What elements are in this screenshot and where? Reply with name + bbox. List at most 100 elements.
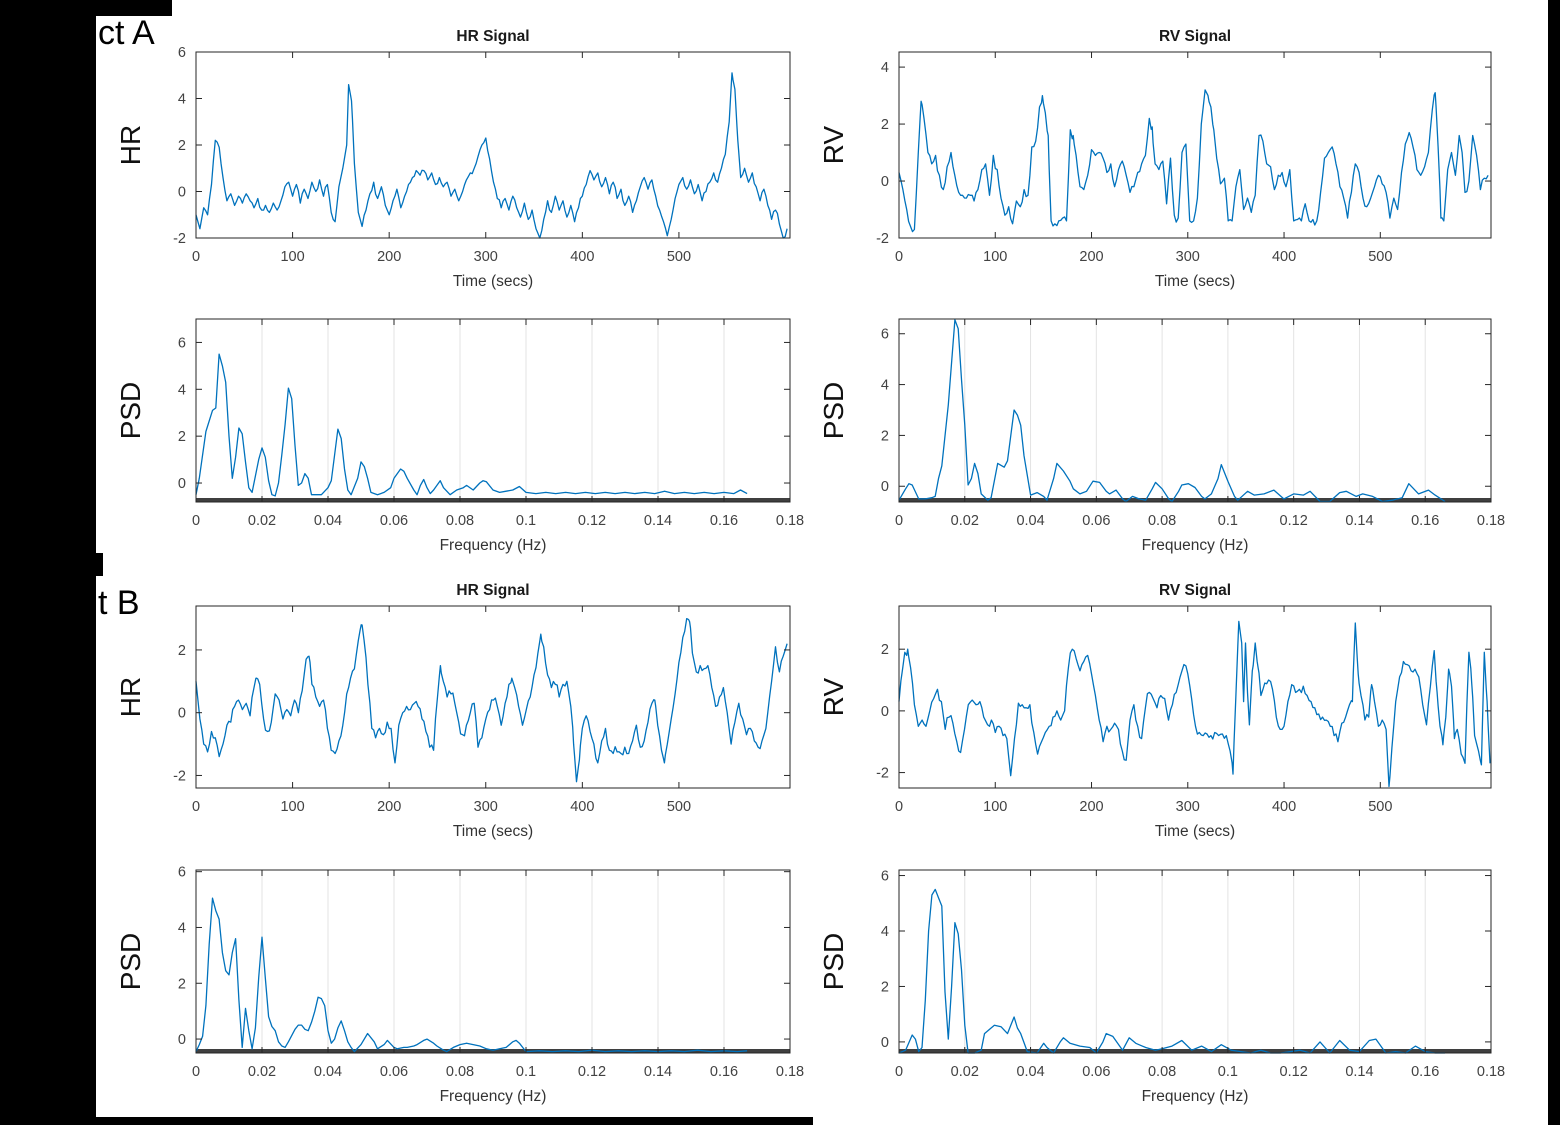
svg-text:0: 0 [881,704,889,720]
svg-text:2: 2 [178,976,186,992]
svg-text:0.12: 0.12 [578,1064,606,1080]
svg-text:0.06: 0.06 [380,513,408,529]
black-block-top-left [96,0,172,16]
svg-text:0.18: 0.18 [1477,1064,1505,1080]
svg-text:Time (secs): Time (secs) [453,823,533,840]
svg-text:300: 300 [1176,799,1200,815]
svg-text:2: 2 [178,138,186,154]
svg-text:500: 500 [1368,249,1392,265]
svg-text:Time (secs): Time (secs) [453,273,533,290]
svg-text:0.04: 0.04 [1016,1064,1044,1080]
black-bar-left [0,0,96,1125]
svg-text:6: 6 [178,335,186,351]
svg-text:2: 2 [881,117,889,133]
svg-text:200: 200 [377,799,401,815]
svg-text:0: 0 [192,513,200,529]
svg-text:400: 400 [1272,249,1296,265]
svg-text:HR Signal: HR Signal [456,582,529,599]
svg-text:RV Signal: RV Signal [1159,28,1231,45]
svg-text:Frequency (Hz): Frequency (Hz) [1142,1088,1249,1105]
svg-text:-2: -2 [173,768,186,784]
svg-text:4: 4 [178,920,186,936]
subject-b-rv-psd-plot: 0 0.02 0.04 0.06 0.08 0.1 0.12 0.14 0.16 0.18 0 2 4 6… [818,869,1505,1105]
svg-text:0: 0 [178,1032,186,1048]
svg-text:HR: HR [115,677,146,717]
svg-text:0.02: 0.02 [248,1064,276,1080]
svg-text:2: 2 [881,979,889,995]
svg-text:PSD: PSD [818,933,849,991]
svg-text:200: 200 [377,249,401,265]
svg-text:0.18: 0.18 [776,1064,804,1080]
svg-text:300: 300 [474,799,498,815]
svg-text:0.1: 0.1 [1218,513,1238,529]
svg-text:0: 0 [895,1064,903,1080]
svg-text:0.04: 0.04 [314,513,342,529]
svg-text:400: 400 [570,799,594,815]
svg-text:PSD: PSD [115,933,146,991]
svg-text:Frequency (Hz): Frequency (Hz) [1142,537,1249,554]
svg-text:0.06: 0.06 [1082,1064,1110,1080]
svg-text:6: 6 [881,327,889,343]
svg-text:4: 4 [881,378,889,394]
svg-text:200: 200 [1079,249,1103,265]
svg-text:0: 0 [192,1064,200,1080]
svg-text:0.14: 0.14 [1345,513,1373,529]
svg-text:100: 100 [280,799,304,815]
svg-text:4: 4 [881,60,889,76]
svg-text:6: 6 [881,869,889,885]
svg-text:0.12: 0.12 [1280,1064,1308,1080]
svg-text:0.08: 0.08 [446,513,474,529]
svg-text:200: 200 [1079,799,1103,815]
svg-text:0.14: 0.14 [644,1064,672,1080]
svg-text:0.02: 0.02 [951,1064,979,1080]
svg-text:0.12: 0.12 [1280,513,1308,529]
svg-text:0.06: 0.06 [380,1064,408,1080]
svg-text:500: 500 [667,799,691,815]
svg-text:-2: -2 [173,231,186,247]
svg-text:Frequency (Hz): Frequency (Hz) [440,1088,547,1105]
svg-text:0.08: 0.08 [1148,1064,1176,1080]
svg-text:Frequency (Hz): Frequency (Hz) [440,537,547,554]
svg-text:0.08: 0.08 [446,1064,474,1080]
svg-text:0: 0 [192,249,200,265]
svg-text:0.1: 0.1 [516,1064,536,1080]
subject-a-rv-psd-plot: 0 0.02 0.04 0.06 0.08 0.1 0.12 0.14 0.16 0.18 0 2 4 6… [818,318,1505,554]
svg-text:0.02: 0.02 [951,513,979,529]
svg-text:RV: RV [818,677,849,716]
svg-text:0: 0 [881,479,889,495]
svg-text:0.16: 0.16 [1411,513,1439,529]
svg-text:2: 2 [178,429,186,445]
svg-text:HR Signal: HR Signal [456,28,529,45]
svg-text:2: 2 [178,643,186,659]
svg-text:0.14: 0.14 [644,513,672,529]
subject-a-rv-time-plot: 0 100 200 300 400 500 -2 0 2 4 RV Signal Time (secs… [818,28,1492,290]
svg-text:0: 0 [178,185,186,201]
svg-text:0.16: 0.16 [1411,1064,1439,1080]
svg-text:0.08: 0.08 [1148,513,1176,529]
svg-text:0: 0 [895,249,903,265]
svg-text:0.18: 0.18 [1477,513,1505,529]
svg-text:Time (secs): Time (secs) [1155,273,1235,290]
svg-text:0.02: 0.02 [248,513,276,529]
svg-text:0: 0 [895,799,903,815]
svg-text:100: 100 [983,249,1007,265]
subject-b-label: t B [98,584,140,622]
svg-text:0: 0 [178,476,186,492]
svg-text:500: 500 [1368,799,1392,815]
svg-text:6: 6 [178,865,186,881]
svg-text:0.04: 0.04 [1016,513,1044,529]
svg-text:0: 0 [192,799,200,815]
black-bar-right [1548,0,1560,1125]
black-notch-left [96,553,103,576]
svg-text:0.1: 0.1 [516,513,536,529]
svg-text:-2: -2 [876,766,889,782]
svg-text:0.04: 0.04 [314,1064,342,1080]
svg-text:300: 300 [1176,249,1200,265]
subject-a-hr-time-plot: 0 100 200 300 400 500 -2 0 2 4 6 HR Signal Time (sec… [115,28,791,290]
svg-text:2: 2 [881,642,889,658]
svg-text:0: 0 [178,706,186,722]
svg-text:100: 100 [983,799,1007,815]
subject-b-hr-psd-plot: 0 0.02 0.04 0.06 0.08 0.1 0.12 0.14 0.16 0.18 0 2 4 6… [115,865,804,1105]
svg-text:4: 4 [178,382,186,398]
